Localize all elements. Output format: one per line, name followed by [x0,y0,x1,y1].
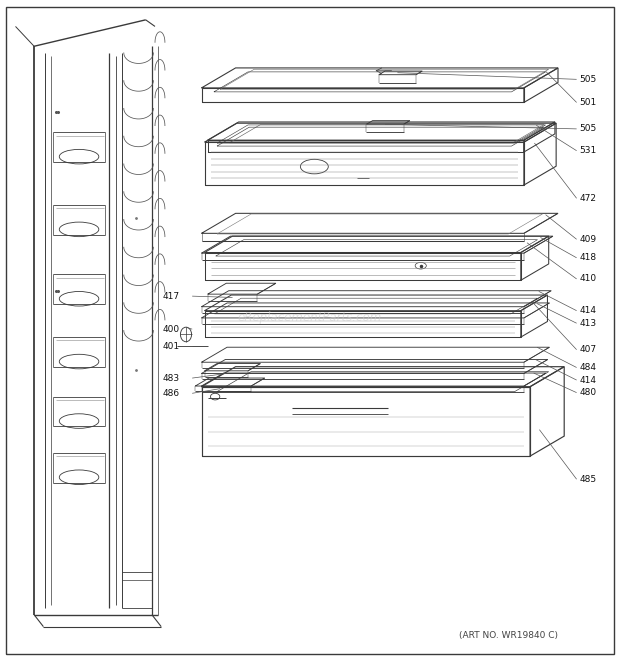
Text: 501: 501 [580,98,597,107]
Text: 480: 480 [580,388,597,397]
Text: 414: 414 [580,375,596,385]
Text: 486: 486 [162,389,180,398]
Text: (ART NO. WR19840 C): (ART NO. WR19840 C) [459,631,558,641]
Text: 401: 401 [162,342,180,351]
Text: 483: 483 [162,373,180,383]
Text: 414: 414 [580,306,596,315]
Text: 407: 407 [580,345,597,354]
Text: 505: 505 [580,124,597,134]
Text: 413: 413 [580,319,597,328]
Text: 417: 417 [162,292,180,301]
Text: eReplacementParts.com: eReplacementParts.com [238,311,382,324]
Text: 531: 531 [580,146,597,155]
Text: 505: 505 [580,75,597,84]
Text: 418: 418 [580,253,597,262]
Text: 410: 410 [580,274,597,284]
Text: 472: 472 [580,194,596,203]
Text: 484: 484 [580,363,596,372]
Text: 400: 400 [162,325,180,334]
Text: 485: 485 [580,475,597,484]
Text: 409: 409 [580,235,597,244]
